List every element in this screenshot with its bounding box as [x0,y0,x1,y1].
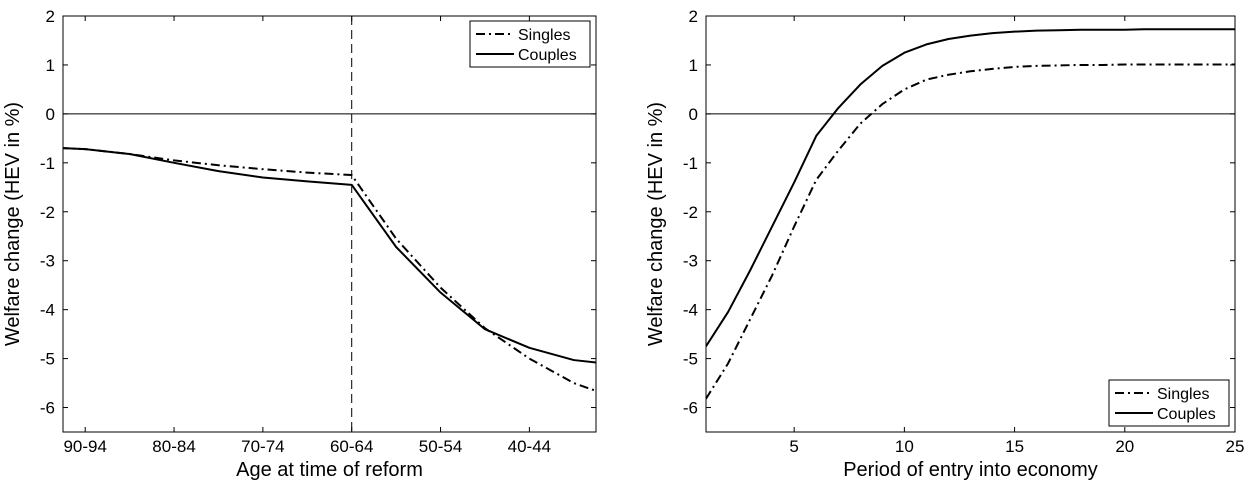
y-tick-label: -2 [683,203,698,222]
legend: Singles Couples [469,20,591,68]
x-tick-label: 40-44 [508,437,551,456]
x-tick-label: 20 [1115,437,1134,456]
series-line-couples [63,147,596,364]
series-line-singles [63,147,596,392]
x-axis-label: Age at time of reform [236,459,423,481]
y-tick-label: -5 [683,350,698,369]
legend-label-singles: Singles [1157,386,1209,403]
y-tick-label: -6 [40,399,55,418]
x-axis-label: Period of entry into economy [843,459,1098,481]
legend-label-singles: Singles [518,27,570,44]
y-tick-label: -2 [40,203,55,222]
x-tick-label: 15 [1005,437,1024,456]
series-line-couples [706,28,1235,347]
left-panel: -6 -5 -4 -3 -2 -1 0 1 2 90-94 80-84 70-74 60-64 50-54… [2,7,597,481]
x-tick-label: 50-54 [419,437,462,456]
y-axis-label: Welfare change (HEV in %) [2,102,24,346]
x-tick-label: 80-84 [152,437,195,456]
x-tick-label: 10 [895,437,914,456]
plot-frame [62,15,597,433]
legend-label-couples: Couples [518,47,577,64]
y-tick-label: -6 [683,399,698,418]
y-tick-label: 1 [46,56,55,75]
x-tick-label: 70-74 [241,437,284,456]
y-tick-label: -4 [683,301,698,320]
y-tick-label: 2 [689,7,698,26]
y-tick-label: -4 [40,301,55,320]
y-tick-label: 0 [46,105,55,124]
x-tick-label: 60-64 [330,437,373,456]
plot-frame [705,15,1236,433]
legend-box [469,20,591,68]
y-tick-label: 1 [689,56,698,75]
x-tick-label: 90-94 [63,437,106,456]
y-tick-label: -1 [683,154,698,173]
legend: Singles Couples [1108,379,1230,427]
series-line-singles [706,63,1235,400]
y-tick-label: -1 [40,154,55,173]
y-tick-label: 2 [46,7,55,26]
legend-label-couples: Couples [1157,406,1216,423]
x-tick-label: 5 [789,437,798,456]
y-axis-label: Welfare change (HEV in %) [645,102,667,346]
y-tick-label: -3 [40,252,55,271]
y-tick-label: 0 [689,105,698,124]
legend-box [1108,379,1230,427]
y-tick-label: -5 [40,350,55,369]
y-tick-label: -3 [683,252,698,271]
x-tick-label: 25 [1226,437,1245,456]
